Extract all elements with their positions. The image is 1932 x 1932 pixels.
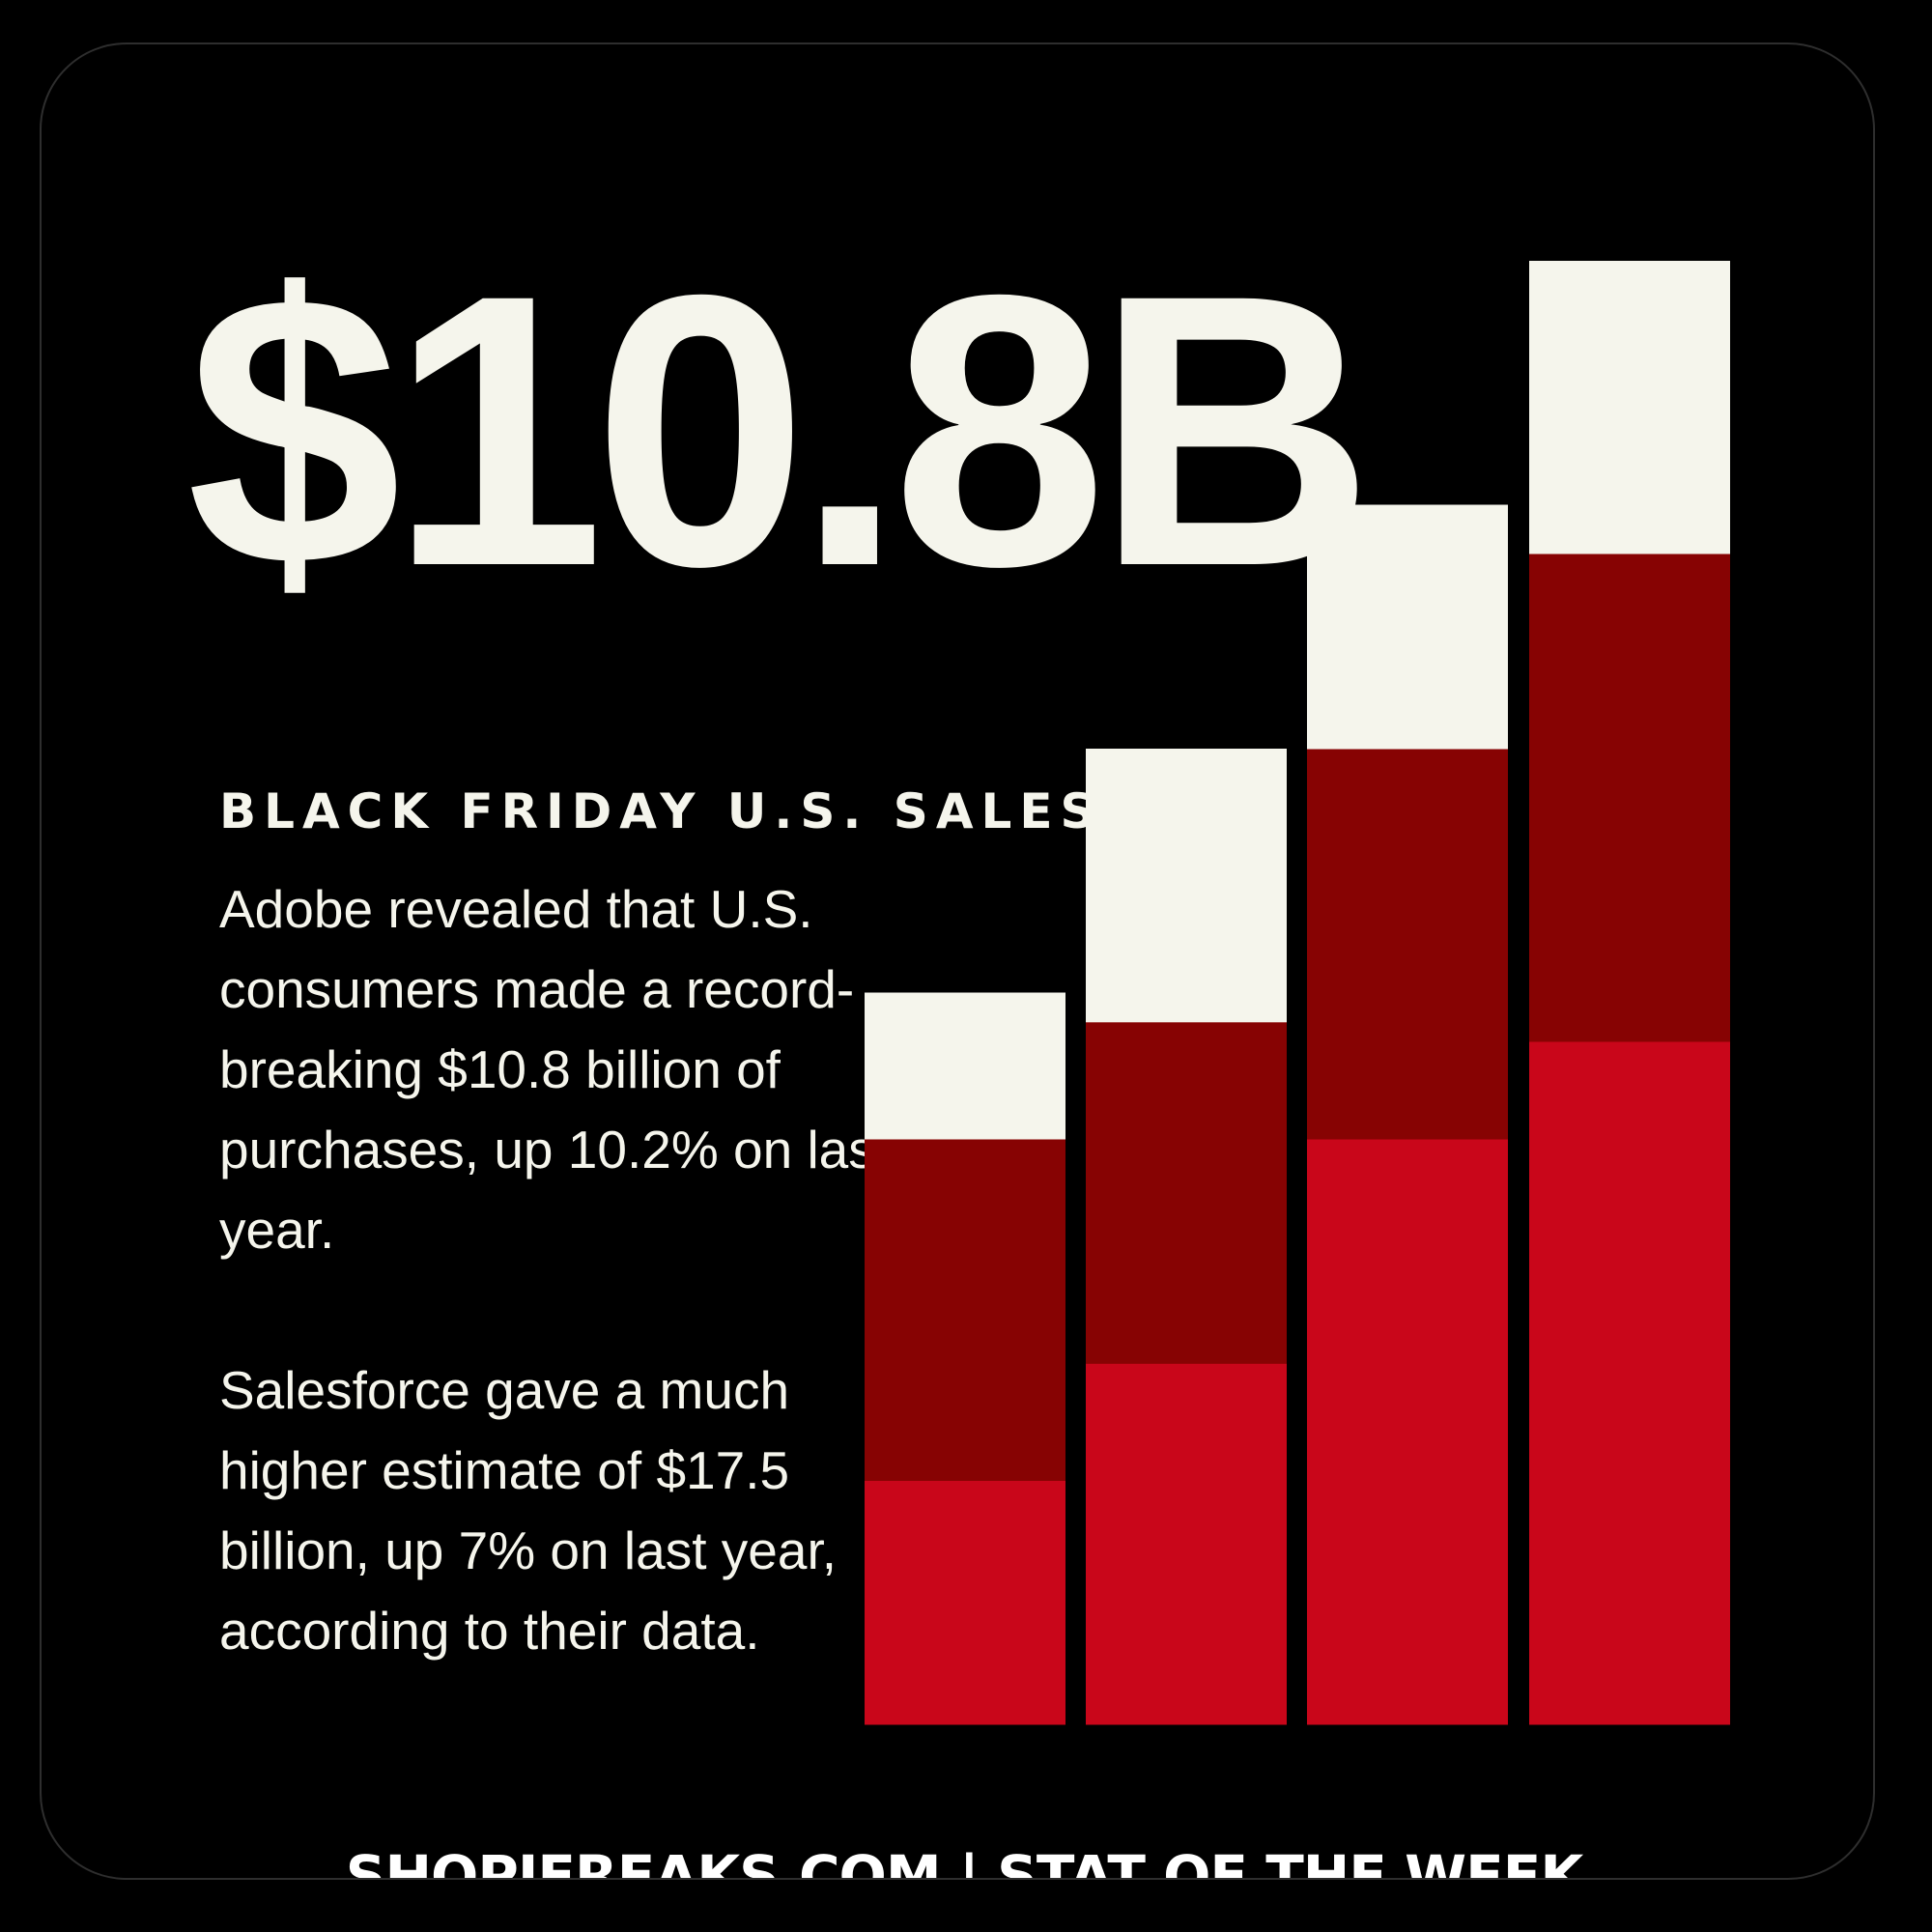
bar-3-middle-segment [1307,749,1508,1140]
footer-branding: SHOPIFREAKS.COM | STAT OF THE WEEK [345,1843,1584,1880]
paragraph-adobe: Adobe revealed that U.S. consumers made … [219,879,891,1260]
bar-3-bottom-segment [1307,1139,1508,1725]
bar-2-middle-segment [1086,1021,1287,1364]
bar-2-top-segment [1086,749,1287,1023]
bar-4-top-segment [1529,261,1730,554]
paragraph-salesforce: Salesforce gave a much higher estimate o… [219,1360,837,1661]
headline-stat: $10.8B [186,214,1375,646]
bar-1-bottom-segment [865,1480,1065,1725]
bar-1-top-segment [865,992,1065,1140]
bar-4-middle-segment [1529,554,1730,1042]
section-title: BLACK FRIDAY U.S. SALES [219,783,1103,839]
bar-2-bottom-segment [1086,1363,1287,1725]
bar-4-bottom-segment [1529,1041,1730,1725]
bar-3-top-segment [1307,504,1508,750]
bar-1-middle-segment [865,1139,1065,1481]
